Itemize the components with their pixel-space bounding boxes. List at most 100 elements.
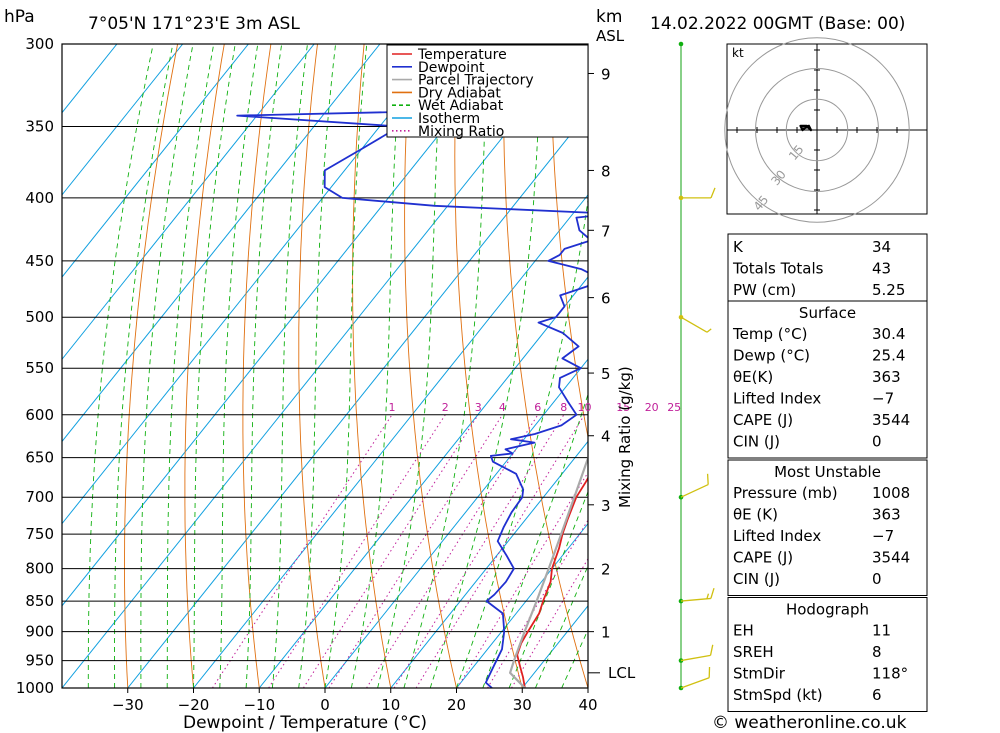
isotherm-line <box>324 358 588 688</box>
axes: −30 −20 −10 0 10 20 30 40 <box>112 688 598 714</box>
mixing-ratio-tick-label: 2 <box>442 401 449 414</box>
isotherm-line <box>62 44 249 278</box>
temperature-line <box>516 476 588 688</box>
wet-adiabat-line <box>456 196 588 688</box>
indices-box <box>727 459 928 596</box>
pressure-unit-label: hPa <box>4 7 35 27</box>
isotherm-line <box>62 44 578 688</box>
index-label: K <box>733 238 744 256</box>
pressure-isobars: 300 350 400 450 500 550 600 650 700 750 800 850 900 9… <box>16 35 588 697</box>
pressure-tick-label: 900 <box>25 623 54 641</box>
dry-adiabat-line <box>454 44 523 688</box>
index-value: 11 <box>872 622 891 640</box>
dry-adiabat-line <box>124 44 179 688</box>
pressure-tick-label: 350 <box>25 118 54 136</box>
index-label: StmSpd (kt) <box>733 686 823 704</box>
index-label: EH <box>733 622 754 640</box>
wet-adiabat-line <box>534 564 588 688</box>
indices-section-title: Hodograph <box>786 601 869 619</box>
wind-barb <box>680 666 711 689</box>
isotherm-line <box>193 194 588 688</box>
km-tick-label: 4 <box>601 428 611 446</box>
dry-adiabat-line <box>404 44 457 688</box>
index-value: 3544 <box>872 549 910 567</box>
wet-adiabat-line <box>193 44 236 688</box>
index-label: Lifted Index <box>733 390 821 408</box>
isotherm-line <box>390 440 588 688</box>
legend-label: Wet Adiabat <box>418 98 504 114</box>
wind-barb-staff <box>680 316 708 333</box>
index-label: θE(K) <box>733 368 773 386</box>
km-tick-label: 7 <box>601 222 611 240</box>
legend-label: Mixing Ratio <box>418 124 504 140</box>
pressure-tick-label: 750 <box>25 525 54 543</box>
credit-label: © weatheronline.co.uk <box>712 713 907 733</box>
pressure-tick-label: 500 <box>25 308 54 326</box>
hodograph-ring <box>785 98 849 162</box>
mixing-ratio-line <box>456 471 588 688</box>
index-value: 3544 <box>872 411 910 429</box>
mixing-ratio-tick-label: 3 <box>475 401 482 414</box>
hodograph-frame <box>726 43 928 215</box>
lcl-label: LCL <box>608 664 636 682</box>
mixing-ratio-tick-label: 20 <box>645 401 659 414</box>
legend-label: Parcel Trajectory <box>418 73 534 89</box>
mixing-ratio-axis-label: Mixing Ratio (g/kg) <box>616 366 634 508</box>
pressure-tick-label: 450 <box>25 252 54 270</box>
index-label: CIN (J) <box>733 433 780 451</box>
wind-barb-full <box>708 666 711 678</box>
mixing-ratio-line <box>268 414 446 688</box>
index-value: 1008 <box>872 484 910 502</box>
mixing-ratio-tick-label: 15 <box>616 401 630 414</box>
wet-adiabat-line <box>429 44 543 688</box>
indices-section-title: Most Unstable <box>774 463 881 481</box>
wind-barb-full <box>710 587 715 599</box>
dewpoint-line <box>236 44 588 688</box>
km-tick-label: 1 <box>601 624 611 642</box>
km-tick-label: 6 <box>601 290 611 308</box>
wet-adiabat-line <box>140 44 194 688</box>
index-label: CAPE (J) <box>733 549 793 567</box>
wind-barbs <box>678 41 716 691</box>
pressure-tick-label: 300 <box>25 35 54 53</box>
index-value: 34 <box>872 238 891 256</box>
km-asl-label: ASL <box>596 27 625 45</box>
plot-frame <box>61 43 589 689</box>
mixing-ratio-line <box>393 414 565 688</box>
wind-barb-staff <box>680 677 710 689</box>
dry-adiabat-line <box>597 44 719 688</box>
index-value: 363 <box>872 368 901 386</box>
mixing-ratio-tick-label: 8 <box>560 401 567 414</box>
km-tick-label: 3 <box>601 497 611 515</box>
wind-barb-full <box>710 187 716 199</box>
hodograph-unit: kt <box>732 46 744 60</box>
mixing-ratio-line <box>302 414 479 688</box>
wind-barb <box>680 587 715 602</box>
isotherm-line <box>258 276 588 688</box>
x-axis-label: Dewpoint / Temperature (°C) <box>183 713 427 733</box>
index-value: −7 <box>872 390 894 408</box>
legend-label: Dewpoint <box>418 60 485 76</box>
wind-barb-full <box>706 473 709 485</box>
pressure-tick-label: 800 <box>25 560 54 578</box>
mixing-ratio-tick-label: 1 <box>389 401 396 414</box>
wet-adiabat-line <box>219 44 259 688</box>
wind-barb-staff <box>680 483 709 498</box>
index-value: 0 <box>872 433 882 451</box>
wet-adiabat-line <box>324 44 368 688</box>
index-label: SREH <box>733 643 774 661</box>
wind-barb <box>681 187 716 199</box>
x-tick-label: 30 <box>513 696 532 714</box>
indices-section-title: Surface <box>799 304 856 322</box>
hodograph-trace <box>799 124 813 132</box>
mixing-ratio-line <box>511 557 588 688</box>
isotherm-line <box>62 44 512 607</box>
pressure-tick-label: 600 <box>25 406 54 424</box>
mixing-ratio-tick-label: 4 <box>499 401 506 414</box>
index-value: 25.4 <box>872 347 905 365</box>
x-tick-label: −10 <box>243 696 275 714</box>
index-label: θE (K) <box>733 506 778 524</box>
pressure-tick-label: 400 <box>25 189 54 207</box>
